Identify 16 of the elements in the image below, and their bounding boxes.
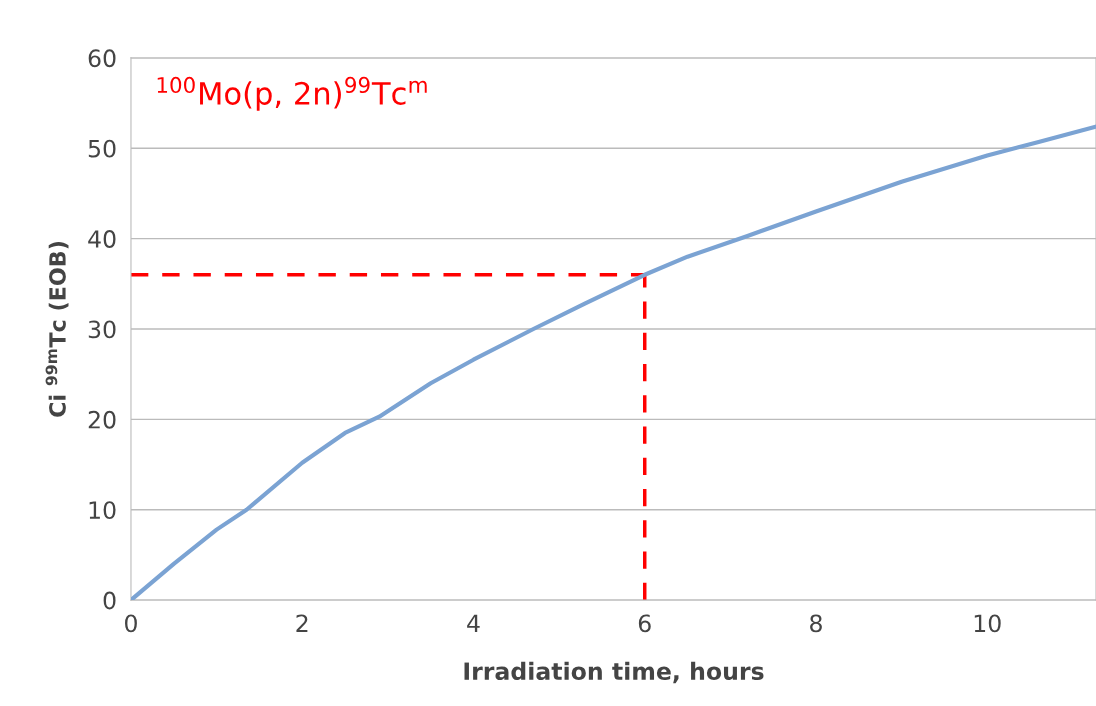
x-tick-label: 0 (125, 614, 137, 633)
y-axis-title: Ci $^{99m}$Tc (EOB) (45, 242, 69, 417)
y-tick-label: 20 (88, 410, 116, 429)
y-tick-label: 0 (103, 591, 116, 610)
y-tick-label: 40 (88, 230, 116, 248)
y-tick-label: 50 (88, 139, 116, 158)
x-tick-label: 8 (810, 614, 822, 633)
x-tick-label: 6 (638, 614, 651, 633)
x-tick-label: 2 (296, 614, 308, 632)
y-tick-label: 10 (89, 501, 116, 520)
x-tick-label: 10 (974, 614, 1001, 633)
x-axis-title: Irradiation time, hours (464, 661, 764, 684)
y-tick-label: 30 (88, 320, 116, 339)
x-tick-label: 4 (467, 614, 480, 632)
annotation: $^{100}$Mo(p, 2n)$^{99}$Tc$^{m}$ (157, 76, 427, 111)
y-tick-label: 60 (88, 49, 116, 68)
